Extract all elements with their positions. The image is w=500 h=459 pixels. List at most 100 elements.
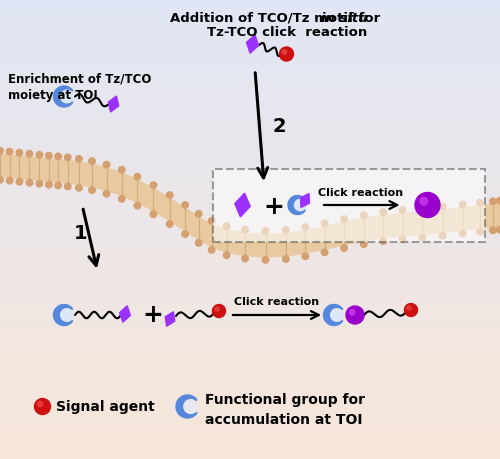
Circle shape bbox=[36, 151, 43, 158]
Text: 2: 2 bbox=[272, 117, 286, 135]
Circle shape bbox=[55, 182, 62, 189]
Circle shape bbox=[346, 306, 364, 324]
Polygon shape bbox=[166, 312, 174, 326]
Bar bbox=[0, 252, 500, 260]
Bar bbox=[0, 29, 500, 38]
Polygon shape bbox=[235, 193, 250, 217]
Circle shape bbox=[341, 245, 347, 252]
Bar bbox=[0, 420, 500, 428]
Bar bbox=[0, 6, 500, 15]
Circle shape bbox=[46, 181, 52, 188]
Circle shape bbox=[60, 309, 73, 321]
Circle shape bbox=[64, 183, 71, 190]
Circle shape bbox=[76, 156, 82, 162]
Circle shape bbox=[360, 241, 367, 247]
Bar bbox=[0, 236, 500, 245]
Bar bbox=[0, 37, 500, 46]
Bar bbox=[0, 336, 500, 344]
Bar bbox=[0, 282, 500, 291]
Circle shape bbox=[420, 197, 428, 205]
Circle shape bbox=[496, 197, 500, 204]
Circle shape bbox=[104, 190, 110, 197]
Text: +: + bbox=[264, 195, 284, 218]
Wedge shape bbox=[54, 304, 72, 325]
Circle shape bbox=[415, 192, 440, 218]
Polygon shape bbox=[108, 96, 118, 112]
Circle shape bbox=[242, 255, 248, 262]
Circle shape bbox=[76, 185, 82, 191]
Bar bbox=[0, 45, 500, 54]
Bar bbox=[0, 183, 500, 191]
Bar bbox=[0, 351, 500, 359]
Bar bbox=[0, 121, 500, 130]
Circle shape bbox=[55, 153, 62, 160]
Circle shape bbox=[208, 218, 215, 224]
Bar bbox=[0, 129, 500, 138]
Circle shape bbox=[215, 307, 219, 311]
Circle shape bbox=[282, 50, 286, 54]
Circle shape bbox=[60, 90, 73, 103]
Circle shape bbox=[282, 256, 289, 262]
Text: 1: 1 bbox=[74, 224, 88, 243]
FancyBboxPatch shape bbox=[212, 169, 485, 241]
Bar bbox=[0, 68, 500, 77]
Text: Tz-TCO click  reaction: Tz-TCO click reaction bbox=[208, 27, 368, 39]
Circle shape bbox=[38, 402, 43, 407]
Text: accumulation at TOI: accumulation at TOI bbox=[205, 413, 362, 427]
Text: in situ: in situ bbox=[320, 11, 368, 24]
Circle shape bbox=[380, 209, 386, 215]
Circle shape bbox=[476, 229, 483, 235]
Bar bbox=[0, 167, 500, 176]
Polygon shape bbox=[120, 306, 130, 322]
Circle shape bbox=[341, 216, 347, 222]
Circle shape bbox=[282, 227, 289, 233]
Circle shape bbox=[262, 228, 269, 234]
Bar bbox=[0, 397, 500, 405]
Bar bbox=[0, 313, 500, 321]
Circle shape bbox=[294, 199, 306, 211]
Bar bbox=[0, 160, 500, 168]
Circle shape bbox=[0, 177, 4, 183]
Bar bbox=[0, 60, 500, 69]
Bar bbox=[0, 435, 500, 444]
Circle shape bbox=[330, 309, 343, 321]
Bar bbox=[0, 152, 500, 161]
Circle shape bbox=[212, 304, 226, 318]
Circle shape bbox=[104, 162, 110, 168]
Circle shape bbox=[182, 231, 188, 237]
Polygon shape bbox=[246, 35, 258, 53]
Bar bbox=[0, 320, 500, 329]
Circle shape bbox=[16, 150, 22, 156]
Circle shape bbox=[419, 205, 426, 212]
Circle shape bbox=[440, 203, 446, 210]
Circle shape bbox=[262, 257, 269, 263]
Bar bbox=[0, 244, 500, 252]
Circle shape bbox=[407, 306, 411, 310]
Wedge shape bbox=[54, 86, 72, 107]
Bar bbox=[0, 366, 500, 375]
Circle shape bbox=[182, 202, 188, 208]
Text: Enrichment of Tz/TCO: Enrichment of Tz/TCO bbox=[8, 73, 151, 85]
Bar bbox=[0, 389, 500, 398]
Circle shape bbox=[419, 234, 426, 241]
Circle shape bbox=[196, 211, 202, 217]
Bar bbox=[0, 0, 500, 8]
Bar bbox=[0, 404, 500, 413]
Text: Addition of TCO/Tz motif for: Addition of TCO/Tz motif for bbox=[170, 11, 385, 24]
Text: Click reaction: Click reaction bbox=[318, 188, 404, 198]
Circle shape bbox=[150, 211, 156, 218]
Circle shape bbox=[36, 180, 43, 187]
Circle shape bbox=[400, 236, 406, 242]
Circle shape bbox=[460, 230, 466, 237]
Bar bbox=[0, 427, 500, 436]
Bar bbox=[0, 91, 500, 100]
Bar bbox=[0, 14, 500, 23]
Circle shape bbox=[302, 224, 308, 230]
Bar bbox=[0, 259, 500, 268]
Bar bbox=[0, 213, 500, 222]
Bar bbox=[0, 190, 500, 199]
Circle shape bbox=[16, 179, 22, 185]
Circle shape bbox=[208, 246, 215, 253]
Circle shape bbox=[400, 207, 406, 213]
Bar bbox=[0, 144, 500, 153]
